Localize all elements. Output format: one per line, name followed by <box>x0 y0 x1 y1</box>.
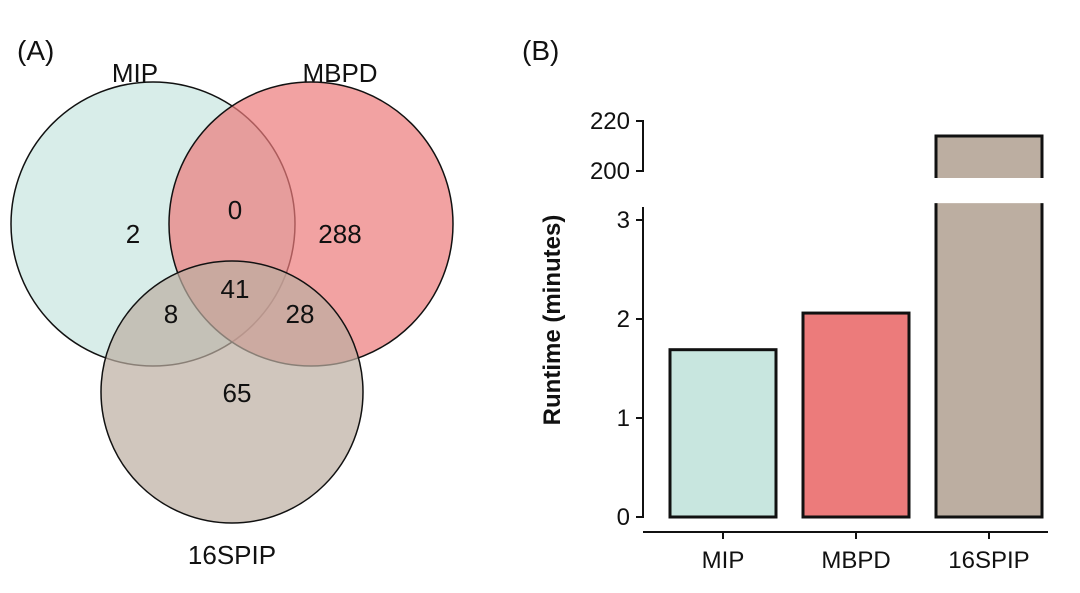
tick-label-1: 1 <box>617 405 630 432</box>
axis-break-gap <box>932 178 1046 204</box>
panel-b-label: (B) <box>522 35 559 66</box>
tick-label-0: 0 <box>617 504 630 531</box>
y-ticks-lower: 3 2 1 0 <box>617 207 643 531</box>
y-axis-title: Runtime (minutes) <box>539 215 566 426</box>
bar-mbpd <box>801 311 911 519</box>
venn-count-mip-16spip: 8 <box>164 299 178 329</box>
tick-label-3: 3 <box>617 207 630 234</box>
tick-label-2: 2 <box>617 306 630 333</box>
y-ticks-upper: 220 200 <box>590 108 643 185</box>
panel-a-label: (A) <box>17 35 54 66</box>
bar-chart: (B) Runtime (minutes) 220 200 3 2 1 0 <box>522 35 1048 574</box>
venn-count-mbpd-only: 288 <box>318 219 361 249</box>
venn-set-label-mip: MIP <box>112 58 158 88</box>
venn-count-all-three: 41 <box>221 274 250 304</box>
venn-count-16spip-only: 65 <box>223 378 252 408</box>
venn-set-label-mbpd: MBPD <box>302 58 377 88</box>
x-label-16spip: 16SPIP <box>948 547 1029 574</box>
venn-count-mip-mbpd: 0 <box>228 195 242 225</box>
tick-label-200: 200 <box>590 158 630 185</box>
x-label-mip: MIP <box>702 547 745 574</box>
venn-count-mbpd-16spip: 28 <box>286 299 315 329</box>
venn-count-mip-only: 2 <box>126 219 140 249</box>
bars <box>668 134 1046 519</box>
x-tick-labels: MIP MBPD 16SPIP <box>702 532 1030 574</box>
venn-circle-16spip <box>100 260 364 524</box>
x-label-mbpd: MBPD <box>821 547 890 574</box>
tick-label-220: 220 <box>590 108 630 135</box>
venn-diagram: (A) MIP MBPD 16SPIP 2 0 288 41 8 28 65 <box>10 35 454 570</box>
venn-set-label-16spip: 16SPIP <box>188 540 276 570</box>
bar-mip <box>668 348 778 519</box>
